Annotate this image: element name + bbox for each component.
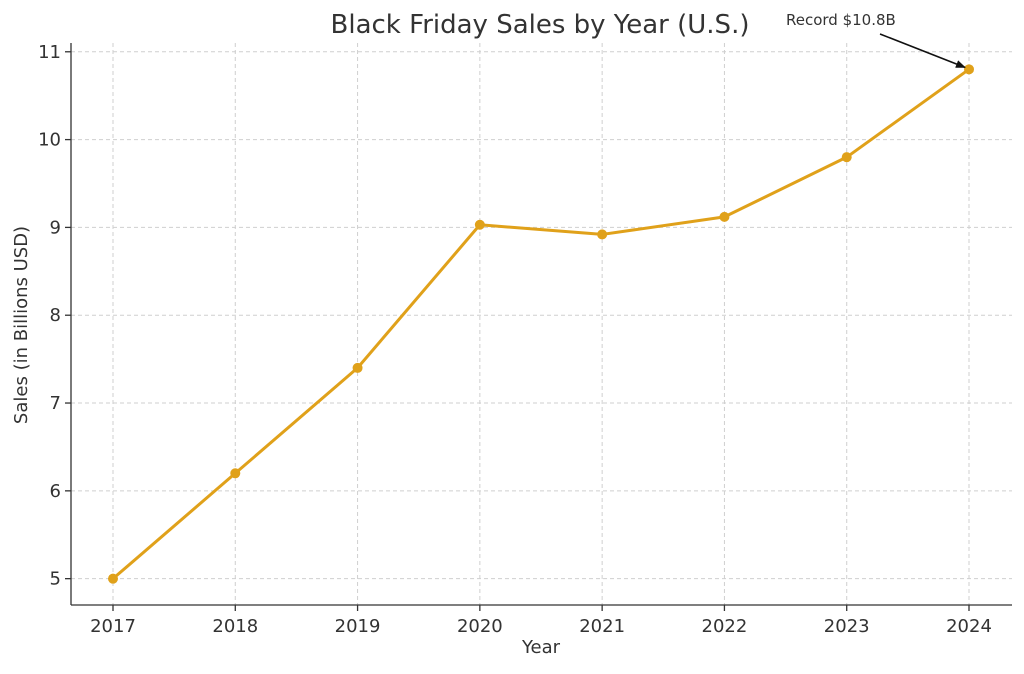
series [108,64,974,584]
y-tick-label: 7 [50,393,61,414]
annotation-label: Record $10.8B [786,11,896,29]
chart-title: Black Friday Sales by Year (U.S.) [331,10,750,40]
annotations: Record $10.8B [786,11,966,69]
ticks: 2017 2018 2019 2020 2021 2022 2023 2024 5 6 7 8 9 10 1… [38,42,992,637]
y-tick-label: 8 [50,305,61,326]
x-tick-label: 2018 [212,616,258,637]
data-point [230,468,241,479]
data-point [597,229,608,240]
x-tick-label: 2023 [824,616,870,637]
y-tick-label: 11 [38,42,61,63]
data-point [108,573,118,584]
grid [71,43,1012,605]
y-axis-label: Sales (in Billions USD) [11,226,32,424]
x-tick-label: 2024 [946,616,992,637]
x-tick-label: 2019 [335,616,381,637]
y-tick-label: 6 [50,481,61,502]
data-point [964,64,974,75]
y-tick-label: 5 [50,569,61,590]
x-tick-label: 2021 [579,616,625,637]
data-point [474,219,485,230]
series-line [111,67,971,581]
data-point [719,211,730,222]
x-tick-label: 2017 [90,616,136,637]
y-tick-label: 10 [38,130,61,151]
x-tick-label: 2020 [457,616,503,637]
x-tick-label: 2022 [702,616,748,637]
data-point [841,152,852,163]
data-point [352,362,363,373]
y-tick-label: 9 [50,217,61,238]
axes [70,43,1012,606]
x-axis-label: Year [521,637,561,658]
annotation-arrow [879,33,966,69]
